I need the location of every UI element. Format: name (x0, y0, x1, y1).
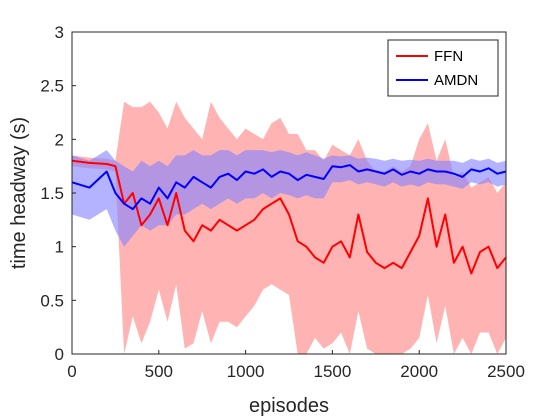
y-tick-label: 1.5 (40, 184, 64, 203)
x-axis-label: episodes (249, 395, 329, 417)
confidence-bands (72, 101, 506, 354)
y-tick-label: 0.5 (40, 291, 64, 310)
y-tick-label: 0 (55, 345, 64, 364)
series-lines (71, 159, 507, 275)
series-line-amdn (71, 164, 507, 211)
y-tick-label: 2 (55, 130, 64, 149)
y-tick-label: 2.5 (40, 77, 64, 96)
x-tick-label: 2500 (487, 362, 525, 381)
y-tick-label: 3 (55, 23, 64, 42)
x-tick-label: 500 (145, 362, 173, 381)
axis-ticks: 0 500 1000 1500 2000 2500 0 0.5 1 1.5 2 2.5 3 (40, 23, 525, 381)
legend-label-ffn: FFN (434, 48, 463, 65)
legend: FFN AMDN (387, 39, 499, 97)
legend-label-amdn: AMDN (434, 72, 478, 89)
x-tick-label: 1000 (227, 362, 265, 381)
band-amdn (72, 150, 506, 247)
series-line-ffn (71, 159, 507, 275)
legend-box (387, 39, 499, 97)
x-tick-label: 2000 (400, 362, 438, 381)
x-tick-label: 0 (67, 362, 76, 381)
y-tick-label: 1 (55, 238, 64, 257)
y-axis-label: time headway (s) (8, 117, 30, 269)
x-tick-label: 1500 (313, 362, 351, 381)
